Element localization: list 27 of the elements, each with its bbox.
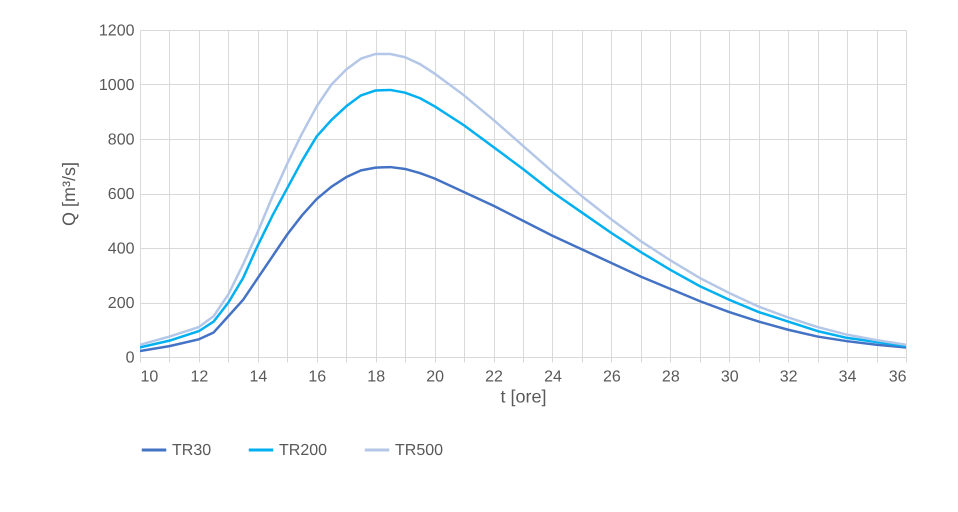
x-tick-label: 18 [367, 368, 386, 386]
legend-label: TR200 [279, 442, 328, 459]
x-tick-label: 16 [308, 368, 326, 386]
legend-label: TR30 [172, 442, 212, 459]
x-tick-label: 34 [838, 368, 857, 386]
y-tick-label: 1200 [98, 22, 135, 40]
x-tick-label: 22 [485, 368, 504, 386]
y-tick-label: 1000 [98, 77, 135, 94]
x-tick-label: 24 [544, 368, 562, 386]
line-series [140, 166, 906, 352]
y-tick-label: 600 [108, 186, 135, 203]
x-tick-label: 12 [190, 368, 208, 386]
x-tick-label: 32 [780, 368, 798, 386]
y-tick-label: 400 [108, 240, 135, 258]
x-tick-label: 28 [662, 368, 680, 386]
x-tick-label: 14 [249, 368, 268, 386]
y-tick-label: 800 [108, 132, 135, 148]
x-axis-title: t [ore] [500, 386, 547, 406]
x-tick-label: 26 [602, 368, 621, 386]
x-tick-label: 20 [426, 368, 444, 386]
x-tick-label: 10 [140, 368, 158, 386]
y-tick-label: 0 [126, 350, 135, 366]
y-tick-label: 200 [108, 295, 135, 312]
x-tick-label: 36 [888, 368, 907, 386]
x-tick-label: 30 [720, 368, 739, 386]
y-axis-title: Q [m³/s] [58, 162, 79, 226]
legend-label: TR500 [395, 442, 444, 459]
